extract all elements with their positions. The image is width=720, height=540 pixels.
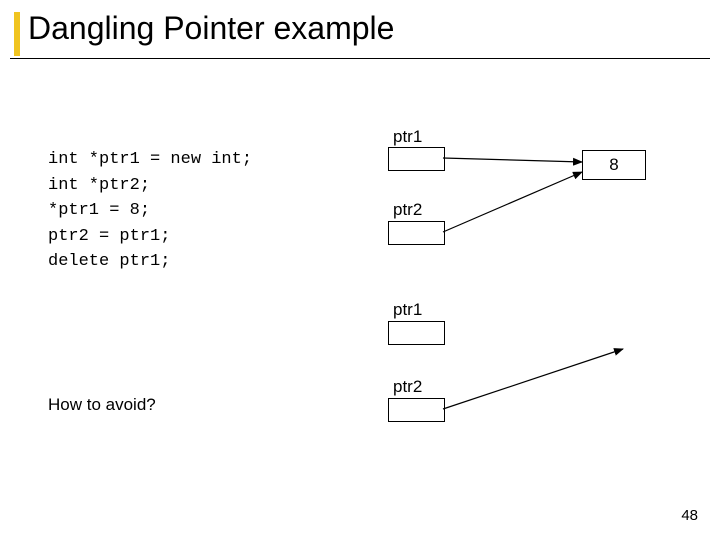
title-underline [10,58,710,59]
code-block: int *ptr1 = new int; int *ptr2; *ptr1 = … [48,147,252,275]
d2-ptr1-box [388,321,445,345]
title-accent [14,12,20,56]
d1-ptr1-label: ptr1 [393,127,422,147]
d1-value-box: 8 [582,150,646,180]
d1-ptr2-label: ptr2 [393,200,422,220]
d1-ptr2-box [388,221,445,245]
page-title: Dangling Pointer example [28,10,394,47]
d2-ptr2-label: ptr2 [393,377,422,397]
how-to-avoid-text: How to avoid? [48,395,156,415]
slide-number: 48 [681,507,698,524]
d2-ptr2-box [388,398,445,422]
d2-ptr1-label: ptr1 [393,300,422,320]
d1-ptr1-box [388,147,445,171]
